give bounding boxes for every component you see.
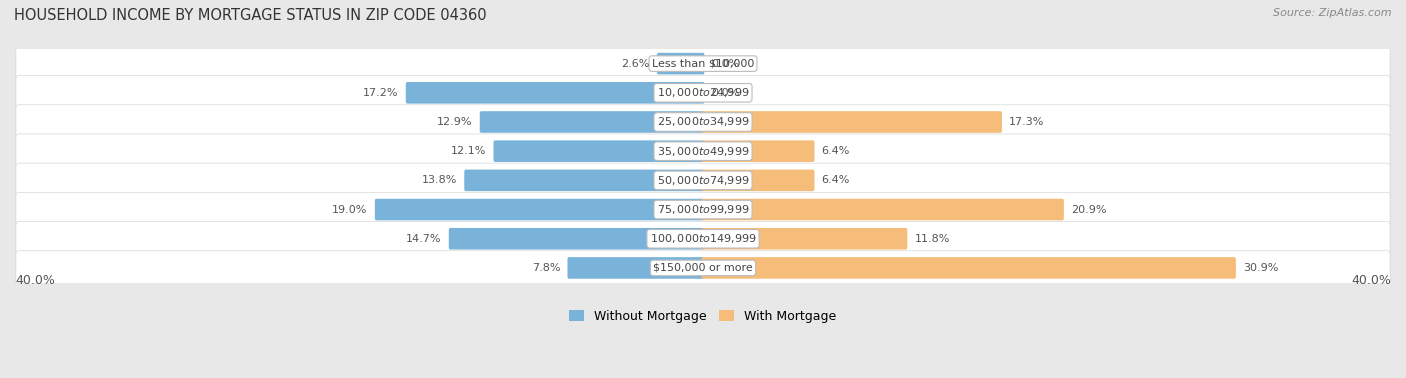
FancyBboxPatch shape	[15, 105, 1391, 139]
FancyBboxPatch shape	[15, 163, 1391, 198]
Text: 2.6%: 2.6%	[621, 59, 650, 69]
FancyBboxPatch shape	[15, 192, 1391, 227]
FancyBboxPatch shape	[15, 193, 1391, 227]
FancyBboxPatch shape	[702, 170, 814, 191]
Text: 17.2%: 17.2%	[363, 88, 398, 98]
Text: 20.9%: 20.9%	[1071, 204, 1107, 215]
FancyBboxPatch shape	[702, 140, 814, 162]
FancyBboxPatch shape	[479, 111, 704, 133]
FancyBboxPatch shape	[449, 228, 704, 249]
Text: $35,000 to $49,999: $35,000 to $49,999	[657, 145, 749, 158]
FancyBboxPatch shape	[375, 199, 704, 220]
FancyBboxPatch shape	[702, 111, 1002, 133]
Text: $75,000 to $99,999: $75,000 to $99,999	[657, 203, 749, 216]
FancyBboxPatch shape	[702, 257, 1236, 279]
Text: 11.8%: 11.8%	[914, 234, 950, 244]
Text: 40.0%: 40.0%	[1351, 274, 1391, 287]
FancyBboxPatch shape	[15, 134, 1391, 169]
FancyBboxPatch shape	[568, 257, 704, 279]
Text: 6.4%: 6.4%	[821, 175, 851, 185]
Legend: Without Mortgage, With Mortgage: Without Mortgage, With Mortgage	[564, 305, 842, 328]
Text: 17.3%: 17.3%	[1010, 117, 1045, 127]
FancyBboxPatch shape	[15, 47, 1391, 81]
FancyBboxPatch shape	[15, 222, 1391, 256]
Text: $50,000 to $74,999: $50,000 to $74,999	[657, 174, 749, 187]
Text: 0.0%: 0.0%	[711, 88, 740, 98]
FancyBboxPatch shape	[15, 251, 1391, 285]
FancyBboxPatch shape	[702, 199, 1064, 220]
Text: $100,000 to $149,999: $100,000 to $149,999	[650, 232, 756, 245]
FancyBboxPatch shape	[15, 105, 1391, 139]
FancyBboxPatch shape	[15, 251, 1391, 285]
Text: 14.7%: 14.7%	[406, 234, 441, 244]
Text: 13.8%: 13.8%	[422, 175, 457, 185]
FancyBboxPatch shape	[702, 228, 907, 249]
FancyBboxPatch shape	[406, 82, 704, 104]
Text: 19.0%: 19.0%	[332, 204, 367, 215]
FancyBboxPatch shape	[15, 46, 1391, 81]
Text: HOUSEHOLD INCOME BY MORTGAGE STATUS IN ZIP CODE 04360: HOUSEHOLD INCOME BY MORTGAGE STATUS IN Z…	[14, 8, 486, 23]
FancyBboxPatch shape	[15, 164, 1391, 198]
Text: Source: ZipAtlas.com: Source: ZipAtlas.com	[1274, 8, 1392, 17]
Text: 12.9%: 12.9%	[437, 117, 472, 127]
Text: 12.1%: 12.1%	[451, 146, 486, 156]
FancyBboxPatch shape	[15, 76, 1391, 110]
FancyBboxPatch shape	[494, 140, 704, 162]
Text: $150,000 or more: $150,000 or more	[654, 263, 752, 273]
Text: 0.0%: 0.0%	[711, 59, 740, 69]
Text: 6.4%: 6.4%	[821, 146, 851, 156]
Text: 7.8%: 7.8%	[531, 263, 560, 273]
FancyBboxPatch shape	[464, 170, 704, 191]
FancyBboxPatch shape	[15, 222, 1391, 256]
Text: $10,000 to $24,999: $10,000 to $24,999	[657, 86, 749, 99]
Text: 30.9%: 30.9%	[1243, 263, 1278, 273]
Text: Less than $10,000: Less than $10,000	[652, 59, 754, 69]
FancyBboxPatch shape	[15, 76, 1391, 110]
Text: $25,000 to $34,999: $25,000 to $34,999	[657, 116, 749, 129]
FancyBboxPatch shape	[657, 53, 704, 74]
FancyBboxPatch shape	[15, 135, 1391, 169]
Text: 40.0%: 40.0%	[15, 274, 55, 287]
